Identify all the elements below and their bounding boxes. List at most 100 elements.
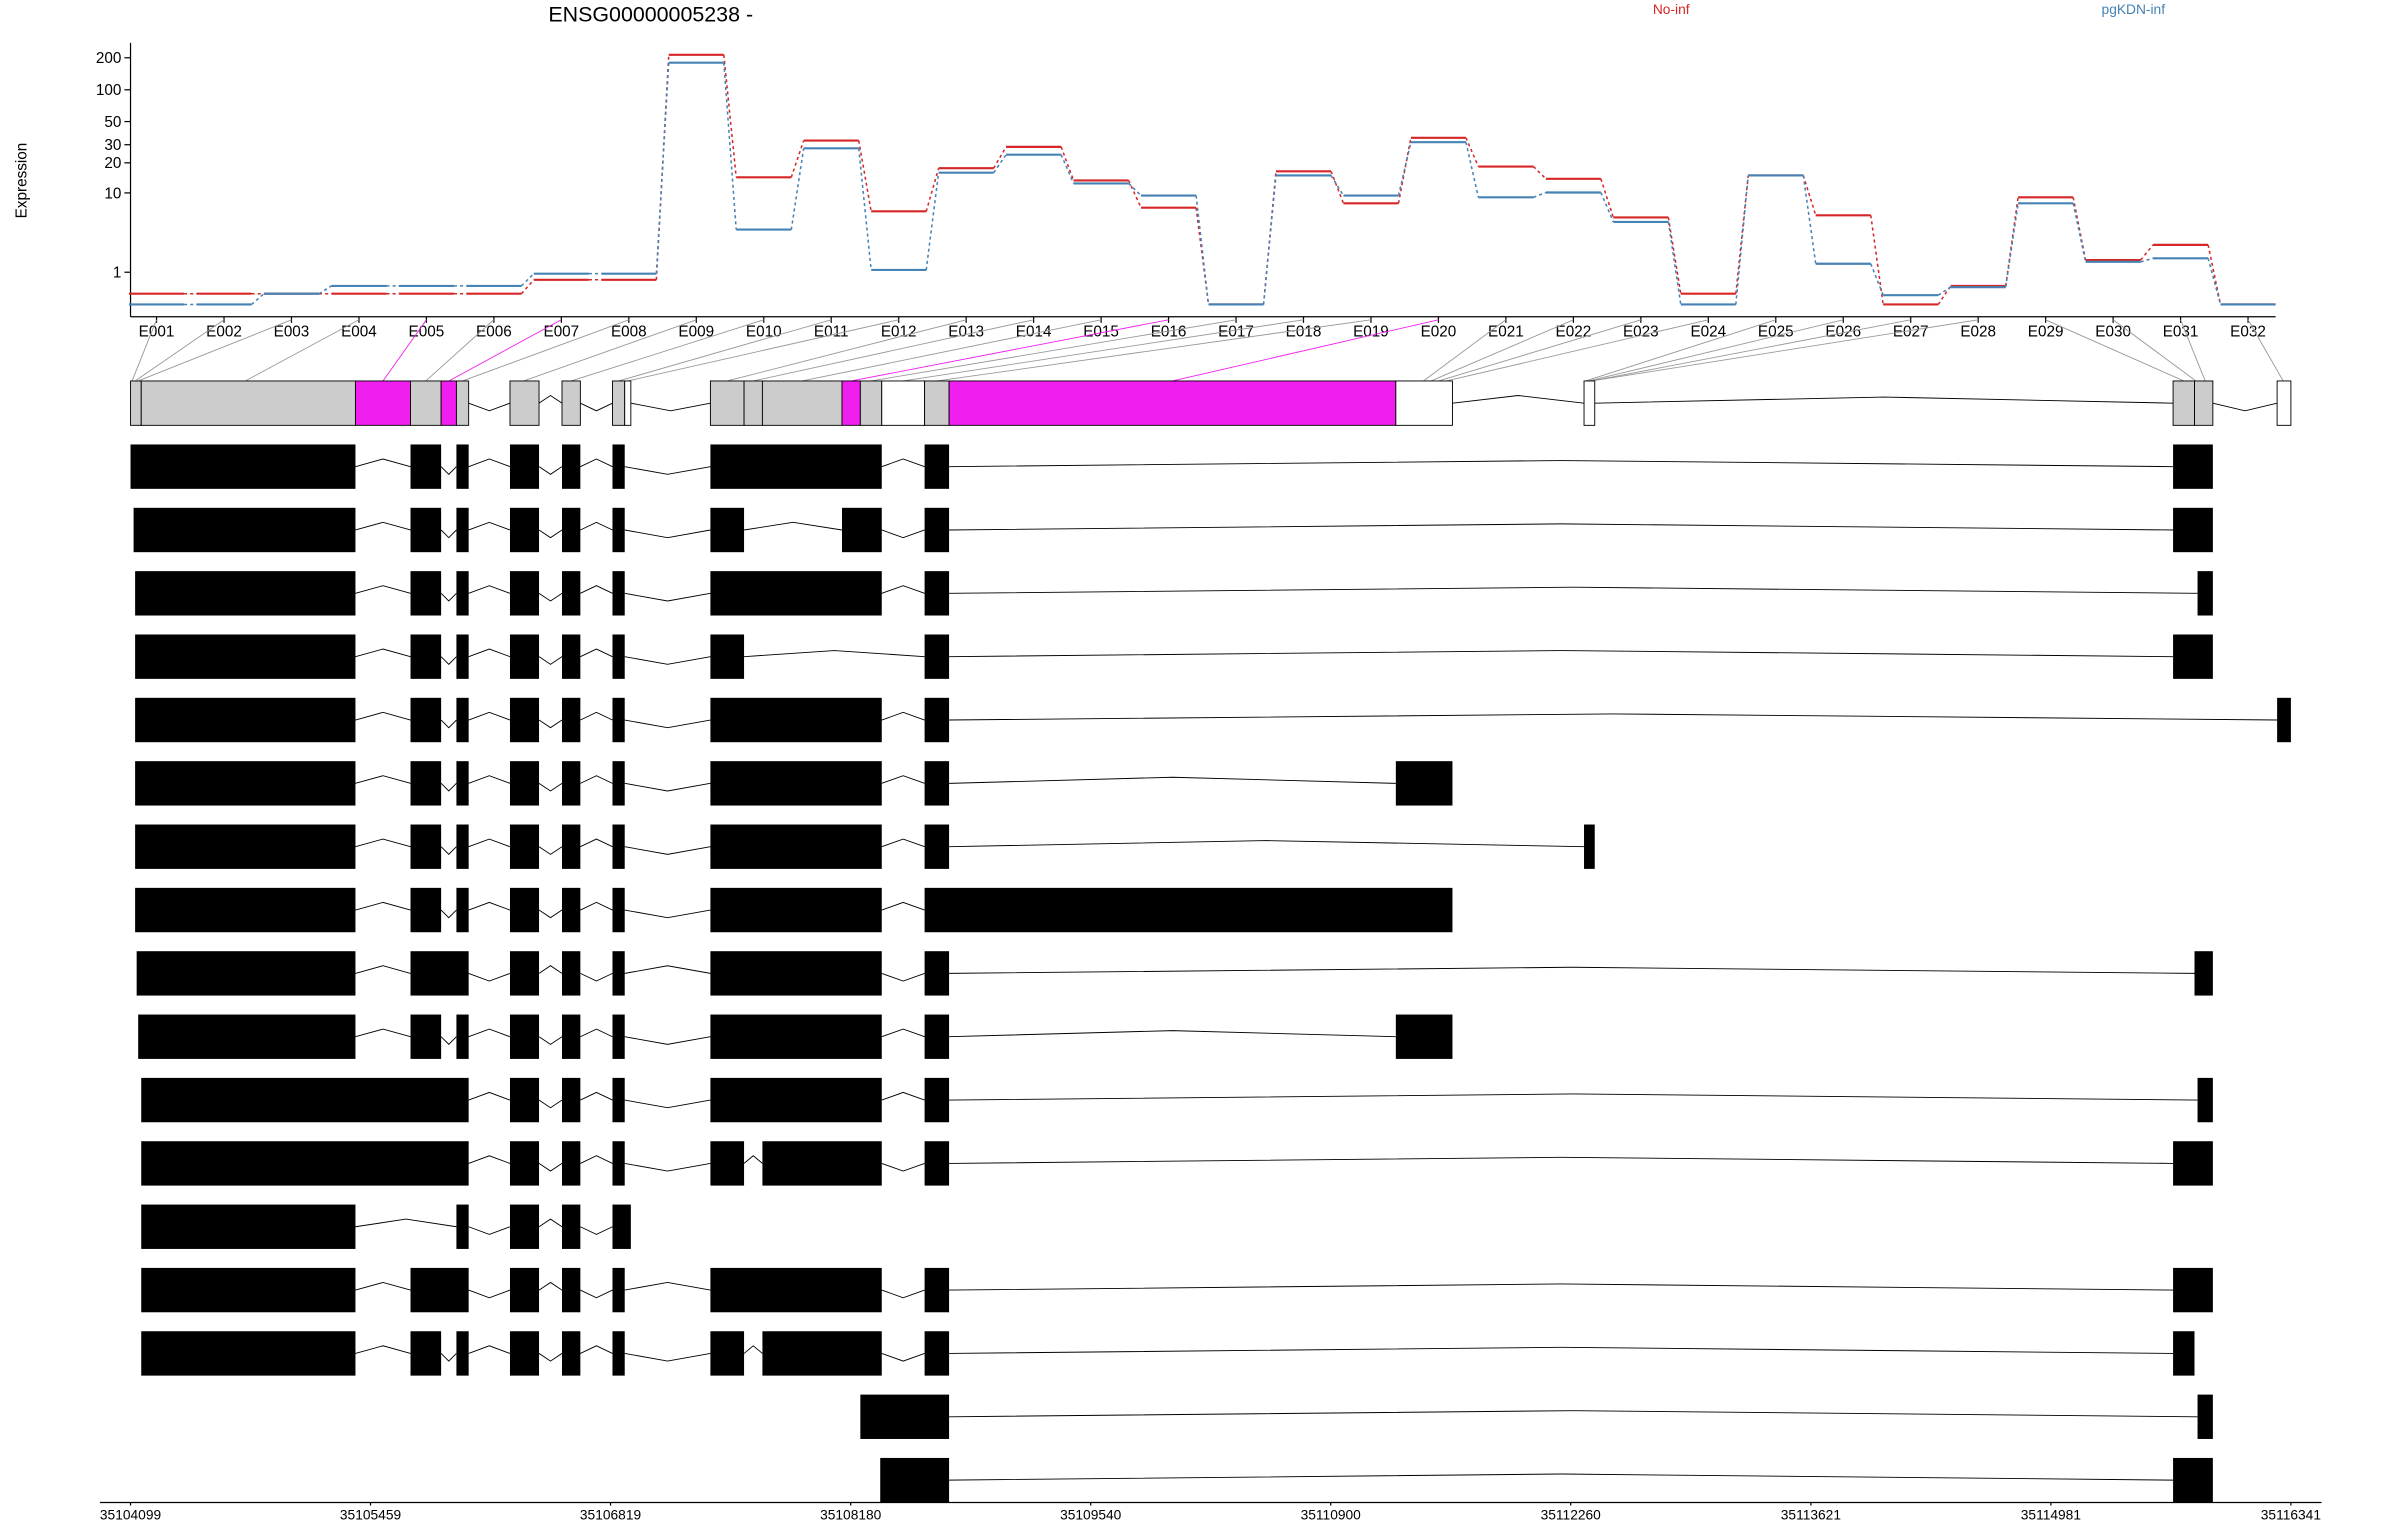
transcript-exon	[141, 1331, 356, 1376]
intron	[949, 840, 1585, 848]
transcript-exon	[612, 1331, 625, 1376]
transcript-exon	[924, 761, 950, 806]
transcript-exon	[509, 824, 540, 869]
intron	[949, 1346, 2174, 1354]
transcript-exon	[456, 887, 469, 933]
transcript-exon	[410, 761, 442, 806]
step-connector	[1330, 175, 1345, 196]
transcript-exon	[410, 951, 469, 996]
intron	[468, 838, 511, 848]
intron	[949, 1156, 2174, 1164]
intron	[355, 775, 411, 784]
intron	[949, 1030, 1396, 1038]
step-connector	[1667, 221, 1682, 305]
intron	[624, 1281, 711, 1291]
step-connector	[1600, 192, 1615, 223]
intron	[624, 965, 711, 974]
intron	[538, 1353, 563, 1362]
transcript-exon	[2173, 507, 2213, 553]
intron	[355, 711, 411, 721]
intron	[580, 1091, 613, 1101]
step-connector	[1870, 215, 1884, 305]
exon-link	[627, 319, 899, 382]
step-connector	[520, 273, 535, 287]
intron	[743, 521, 843, 531]
intron	[1452, 395, 1585, 404]
transcript-exon	[561, 824, 581, 869]
transcript-exon	[141, 1141, 469, 1186]
transcript-exon	[561, 887, 581, 933]
transcript-exon	[710, 824, 882, 869]
intron	[538, 909, 563, 919]
transcript-exon	[410, 1331, 442, 1376]
gene-exon	[2276, 380, 2292, 426]
intron	[2212, 402, 2278, 412]
step-connector	[1667, 217, 1682, 294]
intron	[624, 782, 711, 792]
x-tick-label: 35113621	[1781, 1507, 1841, 1522]
transcript-exon	[509, 887, 540, 933]
transcript-exon	[762, 1141, 882, 1186]
x-tick-label: E031	[2163, 324, 2199, 341]
intron	[468, 521, 511, 531]
exon-link	[448, 319, 562, 382]
intron	[468, 1345, 511, 1354]
step-connector	[2140, 244, 2154, 261]
intron	[881, 1353, 925, 1362]
intron	[538, 1281, 563, 1291]
transcript-exon	[612, 444, 625, 489]
legend-label: No-inf	[1653, 2, 1690, 17]
gene-exon	[924, 380, 950, 426]
step-connector	[723, 62, 737, 230]
transcript-exon	[710, 444, 882, 489]
x-tick-label: E003	[274, 324, 310, 341]
x-tick-label: E015	[1083, 324, 1119, 341]
transcript-exon	[924, 1077, 950, 1123]
transcript-exon	[2173, 1457, 2213, 1503]
intron	[881, 585, 925, 594]
step-connector	[723, 54, 737, 178]
exon-link	[571, 319, 764, 382]
intron	[624, 656, 711, 665]
transcript-exon	[561, 634, 581, 679]
gene-exon	[140, 380, 356, 426]
x-tick-label: E005	[409, 324, 445, 341]
transcript-exon	[456, 824, 469, 869]
intron	[538, 846, 563, 855]
intron	[538, 394, 563, 404]
intron	[355, 901, 411, 911]
exon-link	[134, 319, 225, 382]
step-connector	[1330, 171, 1345, 204]
transcript-exon	[410, 634, 442, 679]
x-tick-label: 35106819	[580, 1507, 641, 1522]
transcript-exon	[841, 507, 882, 553]
intron	[881, 1091, 925, 1101]
x-tick-label: E021	[1488, 324, 1524, 341]
transcript-exon	[612, 1267, 625, 1313]
exon-link	[936, 319, 1372, 382]
transcript-exon	[710, 1077, 882, 1123]
y-axis-label: Expression	[13, 143, 30, 219]
transcript-exon	[924, 887, 1453, 933]
intron	[355, 648, 411, 658]
intron	[468, 648, 511, 658]
intron	[468, 458, 511, 468]
intron	[624, 592, 711, 602]
step-connector	[1195, 195, 1210, 305]
transcript-exon	[710, 697, 882, 743]
transcript-exon	[860, 1394, 950, 1439]
transcript-exon	[2197, 1394, 2213, 1439]
step-connector	[1195, 207, 1210, 305]
exon-link	[1585, 319, 1776, 382]
step-connector	[1937, 286, 1952, 296]
transcript-exon	[456, 444, 469, 489]
transcript-exon	[135, 634, 356, 679]
intron	[355, 521, 411, 531]
y-tick-label: 30	[104, 137, 121, 154]
x-tick-label: 35114981	[2021, 1507, 2081, 1522]
x-tick-label: E030	[2095, 324, 2131, 341]
transcript-exon	[456, 634, 469, 679]
gene-exon	[948, 380, 1397, 426]
